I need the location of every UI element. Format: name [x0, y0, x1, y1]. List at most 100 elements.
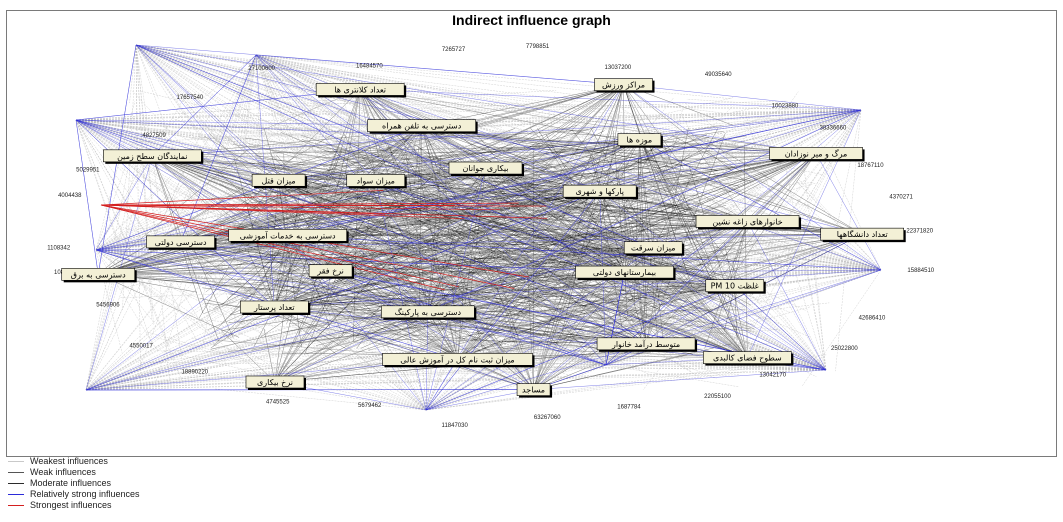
edge [95, 149, 831, 251]
edge [203, 135, 279, 181]
edge [85, 110, 544, 391]
edge [85, 370, 276, 391]
edge [190, 109, 862, 139]
edge [253, 205, 882, 271]
edge [172, 272, 827, 371]
edge [75, 119, 803, 219]
edge [214, 388, 427, 411]
edge [256, 94, 882, 271]
edge [95, 166, 387, 251]
edge [263, 128, 279, 181]
edge [380, 125, 882, 271]
edge [533, 141, 657, 390]
edge [95, 146, 206, 251]
edge [95, 249, 167, 304]
edge [95, 249, 676, 297]
edge [278, 141, 390, 181]
edge [533, 133, 622, 390]
edge [85, 373, 691, 391]
number-label: 17657540 [177, 95, 204, 101]
edge [123, 109, 862, 156]
edge [95, 249, 215, 336]
edge [85, 288, 669, 391]
edge [75, 119, 145, 216]
edge [453, 351, 827, 371]
edge [178, 225, 827, 371]
edge [661, 150, 827, 371]
edge [292, 109, 862, 227]
edge [278, 109, 862, 129]
edge [85, 284, 119, 391]
node-label: میزان ثبت نام کل در آموزش عالی [400, 354, 514, 364]
legend-swatch [8, 461, 24, 462]
node-label: تعداد دانشگاهها [837, 229, 888, 239]
node-label: خانوارهای زاغه نشین [712, 217, 782, 226]
edge [658, 153, 817, 239]
edge [356, 153, 817, 195]
edge [85, 329, 778, 391]
edge [621, 203, 748, 358]
edge [274, 306, 640, 355]
number-label: 16484570 [356, 63, 383, 69]
edge [274, 203, 300, 308]
edge [724, 109, 862, 215]
edge [95, 249, 646, 327]
number-label: 22055100 [704, 394, 731, 400]
edge [560, 153, 817, 250]
edge [247, 176, 827, 371]
edge [170, 117, 827, 371]
edge [734, 285, 738, 338]
number-label: 5456906 [96, 302, 120, 308]
node-label: مرگ و میر نوزادان [785, 148, 848, 158]
legend-swatch [8, 483, 24, 484]
edge [395, 133, 625, 273]
edge [85, 365, 223, 391]
edge [95, 155, 614, 251]
edge [801, 143, 827, 371]
legend-label: Relatively strong influences [30, 489, 140, 499]
edge [208, 269, 882, 364]
edge [95, 148, 360, 251]
edge [95, 92, 340, 251]
node-label: میزان سواد [357, 176, 395, 185]
edge [432, 230, 827, 371]
edge [75, 119, 277, 290]
edge [274, 292, 683, 383]
number-label: 25022800 [831, 346, 858, 352]
edge [716, 109, 862, 162]
edge [609, 153, 817, 212]
edge [704, 153, 817, 209]
edge [95, 156, 221, 251]
edge [716, 279, 827, 371]
edge [251, 350, 827, 371]
edge [85, 277, 560, 391]
edge [95, 249, 475, 293]
node-label: نمایندگان سطح زمین [117, 151, 187, 161]
number-label: 4004438 [58, 193, 82, 199]
edge [75, 103, 780, 121]
edge [98, 178, 322, 275]
edge [203, 109, 862, 126]
legend-swatch [8, 472, 24, 473]
edge [233, 235, 288, 311]
edge [85, 188, 565, 391]
edge [85, 100, 319, 391]
number-label: 18890220 [181, 369, 208, 375]
edge [533, 354, 688, 390]
edge [426, 103, 882, 271]
edge [180, 241, 337, 355]
edge [293, 369, 827, 386]
graph-node: بیکاری جوانان [448, 161, 525, 177]
node-label: بیکاری جوانان [463, 164, 509, 173]
edge [167, 109, 862, 162]
edge [746, 115, 827, 371]
number-label: 1687784 [617, 404, 641, 410]
edge [806, 267, 827, 371]
number-label: 4827509 [142, 133, 166, 139]
graph-node: PM 10 غلظت [705, 279, 766, 294]
edge [75, 119, 699, 262]
edge [85, 326, 618, 391]
legend-item: Moderate influences [6, 478, 306, 489]
edge [75, 119, 174, 280]
edge [85, 300, 335, 391]
